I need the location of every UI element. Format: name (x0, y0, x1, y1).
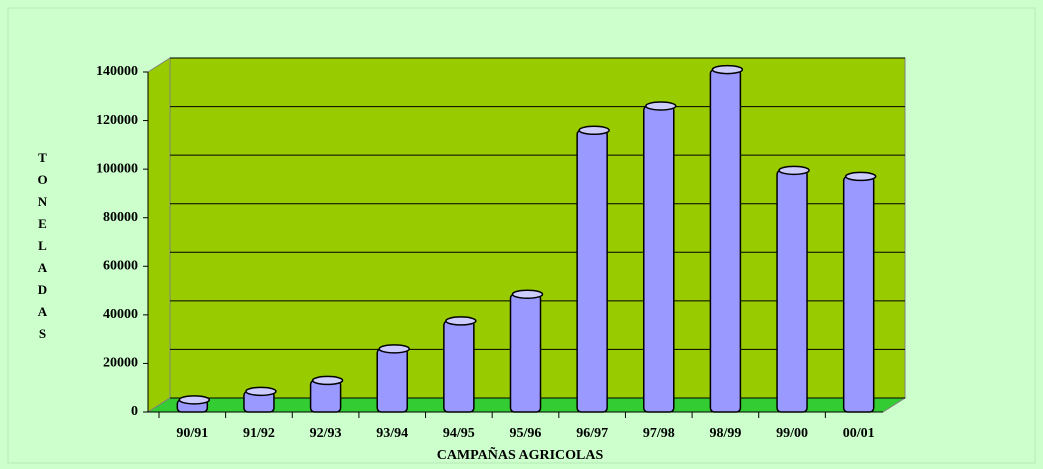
x-tick-label: 00/01 (843, 426, 875, 441)
x-tick-label: 98/99 (709, 426, 741, 441)
bar-top (778, 165, 810, 176)
bar (643, 105, 675, 413)
bar-top (311, 375, 344, 386)
bar-top (511, 289, 544, 299)
x-tick-label: 94/95 (443, 426, 475, 441)
bar-top (711, 64, 744, 75)
bar-top (378, 344, 410, 354)
bar-top (645, 101, 677, 111)
x-tick-label: 97/98 (643, 426, 675, 441)
x-tick-label: 99/00 (776, 426, 808, 441)
bar (709, 68, 742, 413)
x-tick-label: 93/94 (376, 426, 408, 441)
x-tick-label: 91/92 (243, 426, 275, 441)
bar-top (445, 316, 477, 326)
bar (309, 379, 342, 413)
y-tick-label: 100000 (96, 161, 138, 176)
x-tick-label: 92/93 (310, 426, 342, 441)
bar (376, 348, 408, 413)
y-axis-label: TONELADAS (35, 150, 50, 348)
y-tick-label: 120000 (96, 113, 138, 128)
y-tick-label: 0 (131, 404, 138, 419)
x-tick-label: 96/97 (576, 426, 608, 441)
y-tick-label: 80000 (103, 210, 138, 225)
y-tick-label: 140000 (96, 64, 138, 79)
bar (776, 169, 808, 413)
x-tick-label: 95/96 (510, 426, 542, 441)
bar-top (178, 395, 211, 405)
bar (443, 320, 475, 413)
y-tick-label: 40000 (103, 307, 138, 322)
bar-top (844, 171, 877, 182)
bar-top (578, 125, 610, 136)
y-tick-label: 20000 (103, 356, 138, 371)
bar (842, 175, 875, 413)
side-wall (147, 57, 171, 413)
x-axis-label: CAMPAÑAS AGRICOLAS (437, 445, 604, 463)
bar (576, 129, 608, 413)
bar (509, 293, 542, 413)
x-tick-label: 90/91 (176, 426, 208, 441)
y-tick-label: 60000 (103, 259, 138, 274)
bar-top (245, 386, 277, 397)
